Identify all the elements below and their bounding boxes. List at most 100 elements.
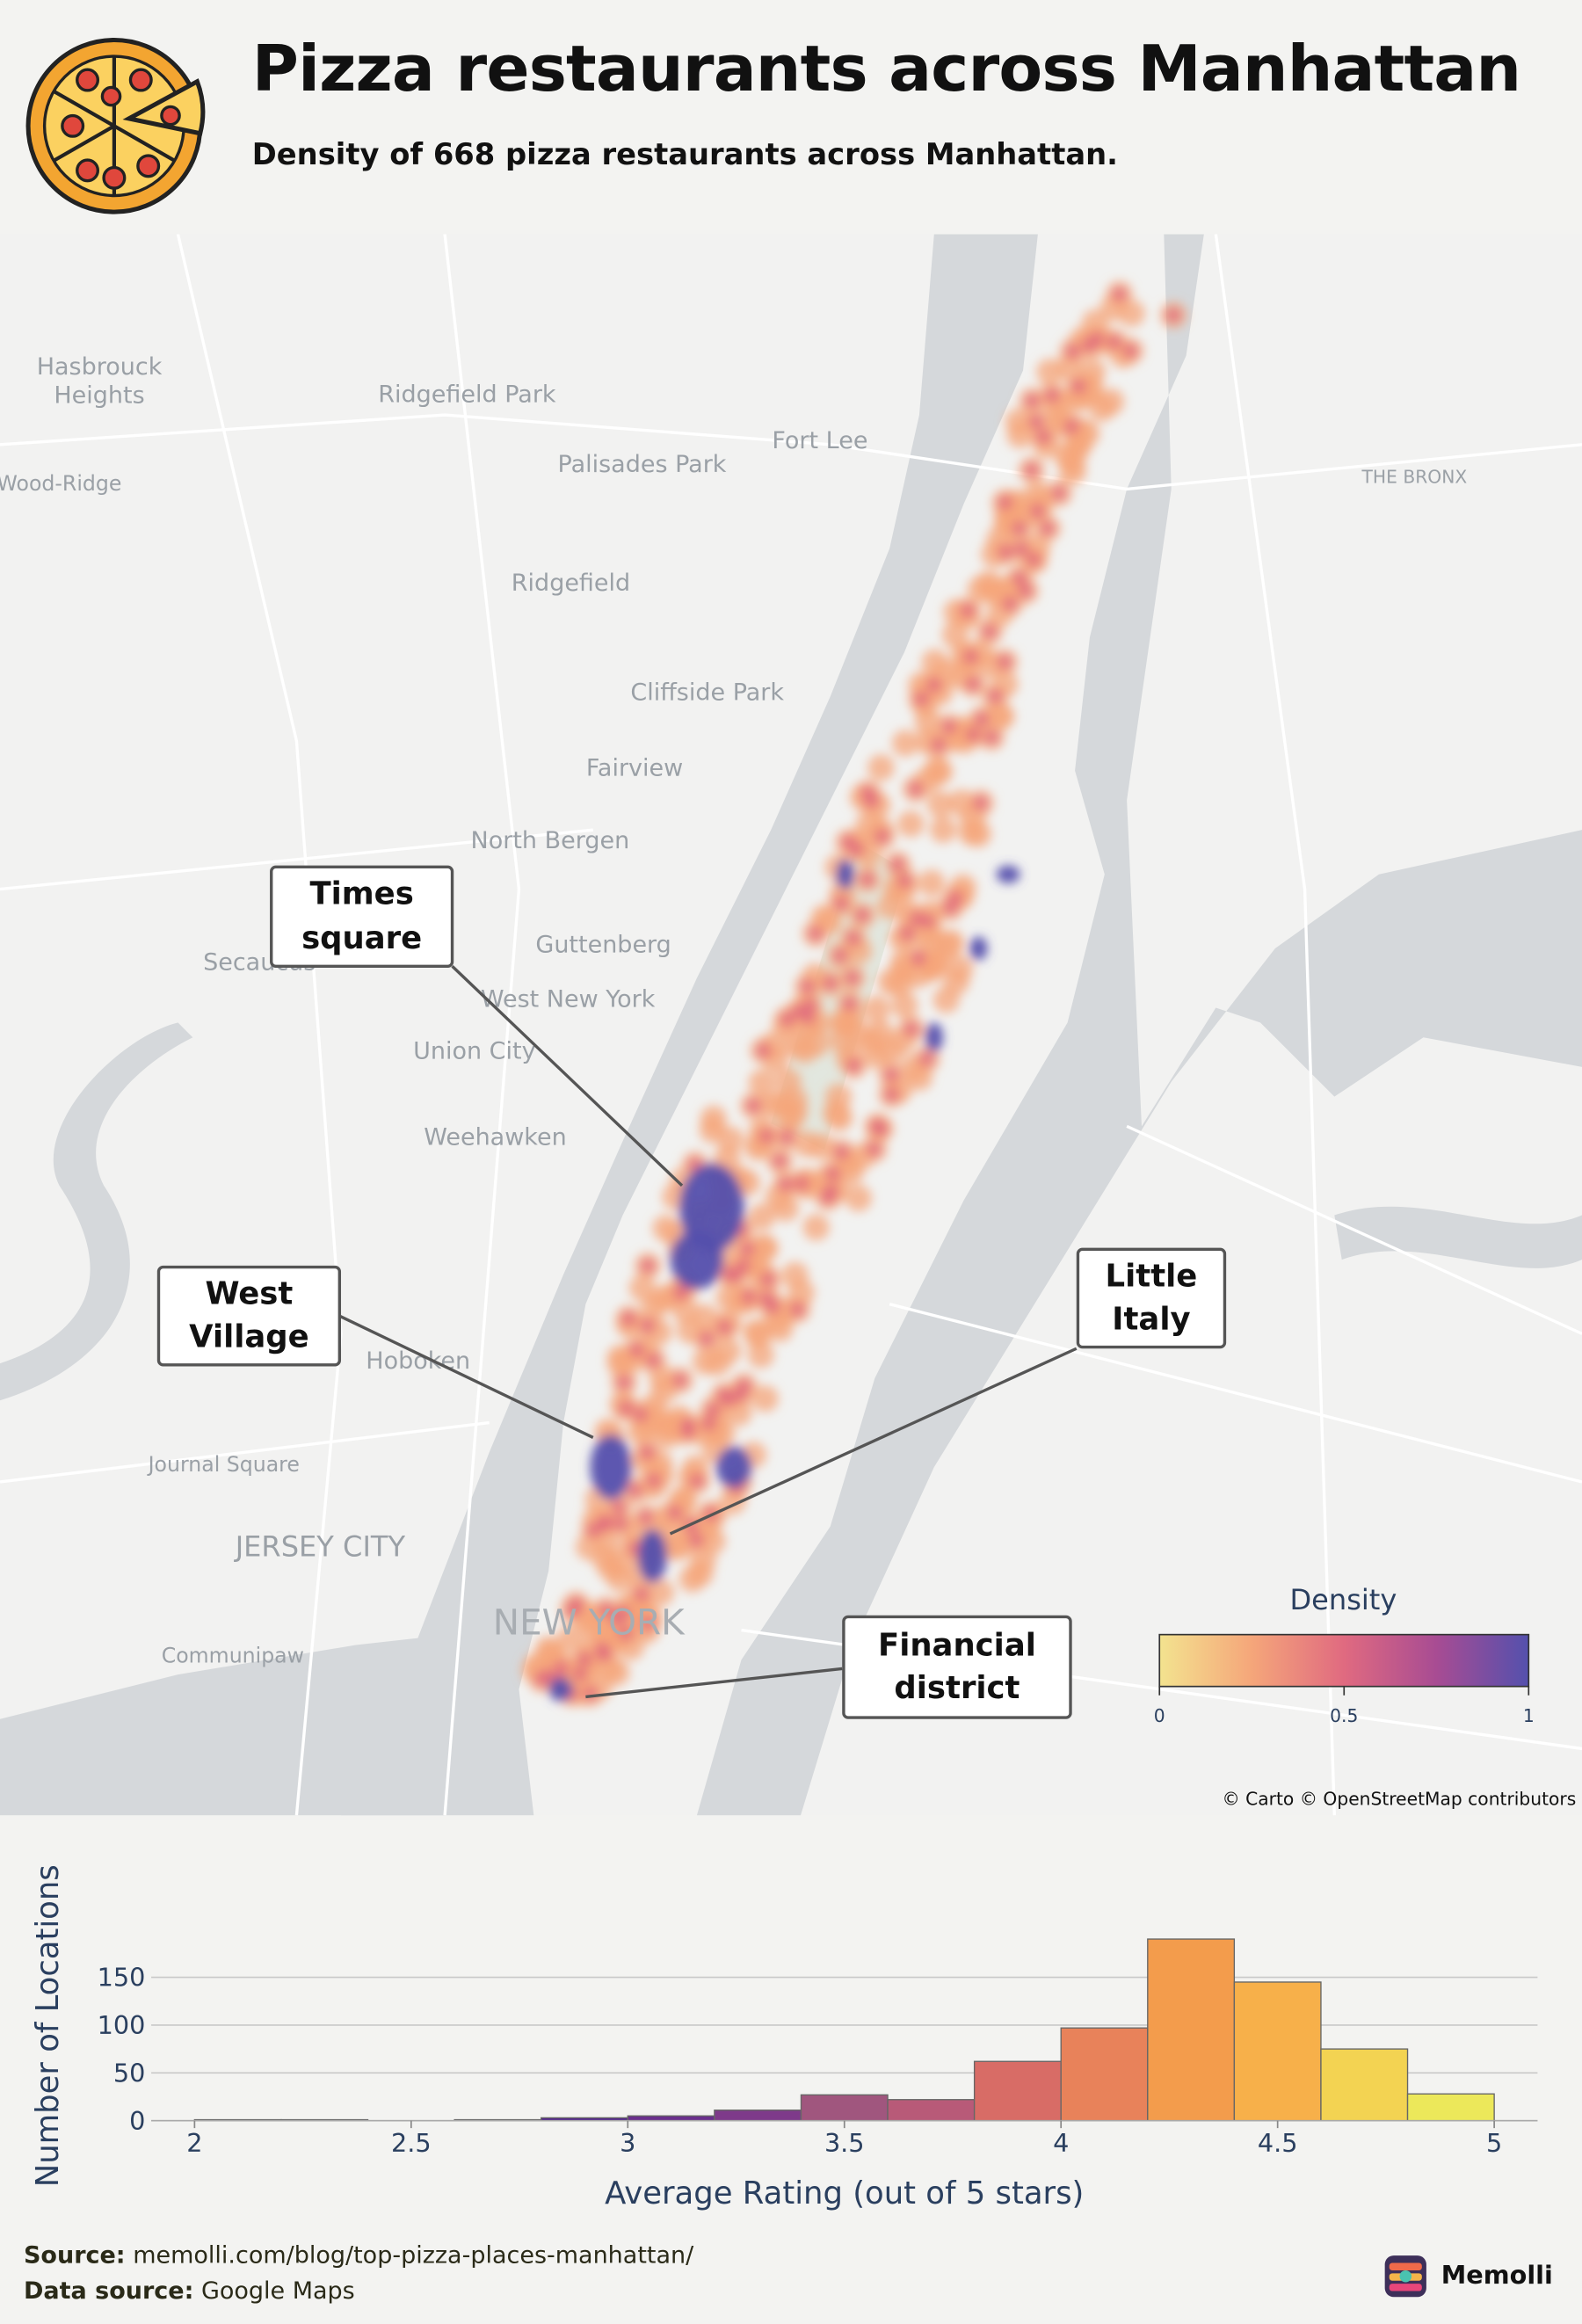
density-halo xyxy=(1059,458,1086,485)
density-halo xyxy=(751,1385,779,1413)
density-core xyxy=(615,1605,631,1621)
density-halo xyxy=(933,986,960,1013)
density-core xyxy=(1122,343,1138,359)
density-halo xyxy=(976,570,1003,598)
density-core xyxy=(801,1009,816,1025)
density-core xyxy=(586,1522,602,1538)
density-halo xyxy=(766,1315,794,1342)
density-halo xyxy=(679,1565,706,1593)
place-label: Guttenberg xyxy=(535,929,671,958)
density-core xyxy=(965,676,981,692)
density-hotspot xyxy=(637,1529,668,1583)
density-halo xyxy=(725,1399,752,1427)
density-core xyxy=(1002,596,1018,612)
density-core xyxy=(1044,388,1060,403)
density-core xyxy=(672,1285,688,1301)
place-label: Cliffside Park xyxy=(630,678,785,707)
density-halo xyxy=(620,1517,649,1545)
data-source-label: Data source: xyxy=(23,2276,194,2305)
density-halo xyxy=(700,1105,727,1132)
density-halo xyxy=(647,1579,675,1606)
density-halo xyxy=(780,1086,809,1114)
density-halo xyxy=(692,1347,719,1376)
density-core xyxy=(845,970,860,985)
bar xyxy=(1060,2027,1149,2122)
logo-stripe xyxy=(1389,2284,1422,2291)
density-halo xyxy=(652,1215,679,1242)
density-halo xyxy=(691,1304,719,1332)
density-core xyxy=(688,1532,704,1548)
density-core xyxy=(833,896,849,911)
density-halo xyxy=(1078,358,1107,385)
x-axis-title: Average Rating (out of 5 stars) xyxy=(605,2175,1084,2211)
density-core xyxy=(565,1602,581,1618)
y-tick-label: 0 xyxy=(129,2106,145,2136)
density-core xyxy=(866,1141,882,1157)
x-tick-label: 5 xyxy=(1486,2128,1502,2158)
density-core xyxy=(758,1129,774,1144)
logo-dot xyxy=(1399,2270,1412,2283)
density-halo xyxy=(606,1350,635,1377)
place-label: NEW YORK xyxy=(492,1601,685,1644)
density-core xyxy=(772,1153,787,1169)
title: Pizza restaurants across Manhattan xyxy=(251,33,1521,107)
density-core xyxy=(820,1189,836,1205)
density-halo xyxy=(1005,408,1032,435)
density-core xyxy=(1165,308,1181,323)
density-core xyxy=(808,926,824,941)
density-layer xyxy=(521,280,1187,1707)
density-hotspot xyxy=(836,859,854,890)
density-halo xyxy=(628,1275,657,1302)
density-core xyxy=(1081,338,1097,353)
brand-logo xyxy=(1384,2255,1426,2298)
density-halo xyxy=(863,995,890,1023)
x-tick-label: 4 xyxy=(1053,2128,1069,2158)
density-core xyxy=(613,1515,628,1531)
y-tick-label: 100 xyxy=(98,2010,146,2040)
leader-lines xyxy=(338,965,1078,1699)
density-core xyxy=(599,1602,613,1618)
density-core xyxy=(1063,418,1079,434)
density-halo xyxy=(750,1233,777,1261)
bar xyxy=(1320,2048,1409,2122)
density-halo xyxy=(1056,354,1083,381)
density-core xyxy=(722,1266,737,1282)
logo-stripe xyxy=(1389,2262,1422,2270)
density-core xyxy=(1035,429,1051,445)
density-core xyxy=(983,730,999,745)
density-halo xyxy=(867,754,895,781)
y-tick-label: 50 xyxy=(113,2058,145,2088)
density-core xyxy=(739,1241,755,1257)
place-label: Ridgefield Park xyxy=(378,380,556,409)
data-source: Google Maps xyxy=(200,2276,355,2305)
density-core xyxy=(845,1057,861,1073)
density-core xyxy=(920,913,936,929)
density-core xyxy=(998,544,1013,560)
density-core xyxy=(919,1051,934,1067)
density-core xyxy=(640,1616,656,1631)
attribution: © Carto © OpenStreetMap contributors xyxy=(1222,1789,1577,1810)
place-label: West New York xyxy=(480,984,656,1013)
bar xyxy=(1406,2093,1495,2122)
colorbar: Density 0 0.5 1 xyxy=(1154,1583,1535,1726)
density-halo xyxy=(826,1104,853,1131)
density-core xyxy=(800,979,816,995)
colorbar-title: Density xyxy=(1290,1583,1397,1616)
density-core xyxy=(645,1353,661,1369)
density-core xyxy=(896,873,912,889)
source-label: Source: xyxy=(23,2240,126,2270)
density-halo xyxy=(717,1126,744,1153)
density-halo xyxy=(747,1341,774,1369)
density-hotspot xyxy=(670,1230,724,1289)
density-halo xyxy=(653,1421,680,1449)
density-halo xyxy=(941,621,969,649)
y-axis-title: Number of Locations xyxy=(30,1864,66,2187)
density-core xyxy=(965,727,981,743)
density-halo xyxy=(682,1455,709,1482)
density-core xyxy=(1025,393,1040,409)
density-core xyxy=(634,1587,649,1602)
density-halo xyxy=(815,908,842,936)
place-label: Ridgefield xyxy=(511,568,631,597)
data-source-line: Data source: Google Maps xyxy=(24,2277,355,2305)
